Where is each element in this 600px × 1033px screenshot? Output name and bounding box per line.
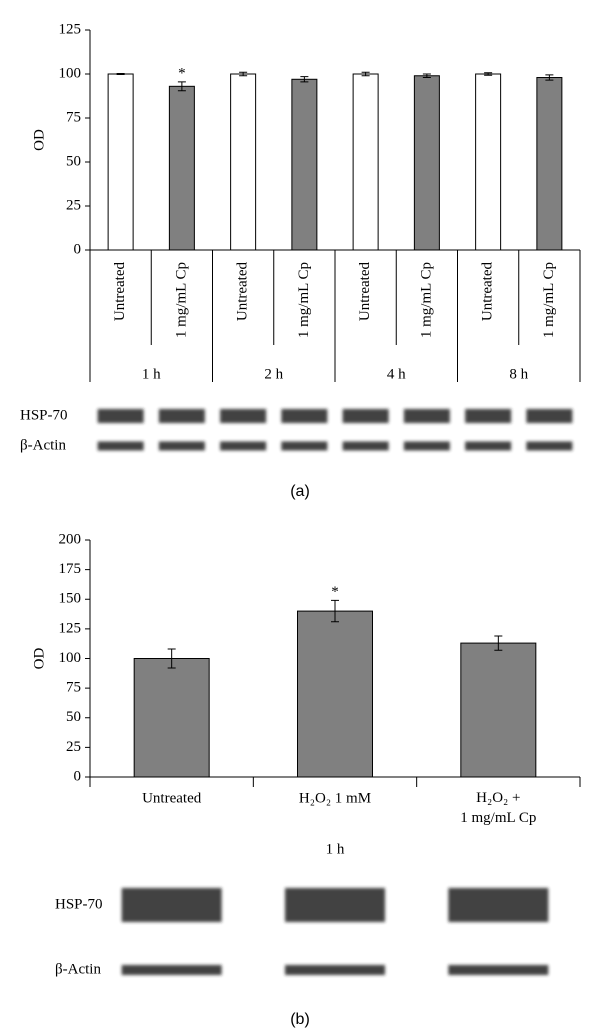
blot-label: β-Actin <box>20 437 66 453</box>
error-bar <box>484 72 493 76</box>
error-bar <box>331 599 339 623</box>
bar <box>413 75 440 251</box>
group-label: 2 h <box>264 366 283 382</box>
blot-band <box>97 409 144 423</box>
x-tick-label: Untreated <box>142 790 202 806</box>
y-tick-label: 75 <box>66 680 81 696</box>
blot-band <box>285 888 385 922</box>
x-tick-label: Untreated <box>357 262 373 322</box>
blot-band <box>158 409 205 423</box>
blot-band <box>281 409 328 423</box>
y-tick-label: 25 <box>66 197 81 213</box>
bar <box>168 85 195 251</box>
y-axis-label: OD <box>31 129 47 151</box>
error-bar <box>177 81 186 92</box>
blot-band <box>465 441 512 451</box>
y-tick-label: 100 <box>59 650 82 666</box>
blot-band <box>121 965 222 975</box>
y-tick-label: 125 <box>59 620 82 636</box>
blot-band <box>342 441 389 451</box>
y-tick-label: 50 <box>66 709 81 725</box>
error-bar <box>422 73 431 79</box>
y-tick-label: 0 <box>74 768 82 784</box>
blot-band <box>158 441 205 451</box>
blot-band <box>448 965 549 975</box>
bar <box>291 78 318 251</box>
blot-band <box>220 441 267 451</box>
group-label: 8 h <box>509 366 528 382</box>
x-tick-label: H₂O₂ 1 mM <box>299 790 371 806</box>
y-tick-label: 100 <box>59 65 82 81</box>
error-bar <box>545 74 554 81</box>
error-bar <box>361 71 370 77</box>
y-tick-label: 25 <box>66 739 81 755</box>
group-label: 4 h <box>387 366 406 382</box>
bar <box>475 73 502 251</box>
blot-band <box>403 409 450 423</box>
x-tick-label: Untreated <box>112 262 128 322</box>
y-tick-label: 125 <box>59 21 82 37</box>
y-tick-label: 175 <box>59 561 82 577</box>
blot-band <box>448 888 549 922</box>
bar <box>107 73 134 251</box>
bar <box>352 73 379 251</box>
x-tick-label: 1 mg/mL Cp <box>296 262 312 338</box>
error-bar <box>239 71 248 77</box>
error-bar <box>494 635 503 651</box>
y-tick-label: 150 <box>59 591 82 607</box>
blot-label: HSP-70 <box>55 896 103 912</box>
significance-marker: * <box>178 65 186 81</box>
x-tick-label: Untreated <box>480 262 496 322</box>
blot-band <box>281 441 328 451</box>
bar <box>230 73 257 251</box>
x-tick-label: H₂O₂ +1 mg/mL Cp <box>460 790 536 826</box>
caption: (a) <box>290 483 310 500</box>
blot-label: HSP-70 <box>20 407 68 423</box>
y-tick-label: 75 <box>66 109 81 125</box>
x-tick-label: Untreated <box>235 262 251 322</box>
bar <box>133 658 210 778</box>
blot-band <box>285 965 385 975</box>
blot-band <box>97 441 144 451</box>
bar <box>297 610 373 778</box>
blot-band <box>403 441 450 451</box>
bar <box>536 77 563 251</box>
blot-label: β-Actin <box>55 961 101 977</box>
bar <box>460 642 537 778</box>
error-bar <box>300 76 309 83</box>
blot-band <box>465 409 512 423</box>
y-tick-label: 50 <box>66 153 81 169</box>
blot-band <box>526 441 573 451</box>
significance-marker: * <box>331 584 339 600</box>
blot-band <box>121 888 222 922</box>
blot-band <box>220 409 267 423</box>
x-tick-label: 1 mg/mL Cp <box>418 262 434 338</box>
blot-band <box>526 409 573 423</box>
x-tick-label: 1 mg/mL Cp <box>541 262 557 338</box>
y-axis-label: OD <box>31 648 47 670</box>
group-label: 1 h <box>142 366 161 382</box>
x-tick-label: 1 mg/mL Cp <box>173 262 189 338</box>
group-label: 1 h <box>326 841 345 857</box>
error-bar <box>116 72 125 76</box>
error-bar <box>167 648 176 669</box>
y-tick-label: 200 <box>59 531 82 547</box>
y-tick-label: 0 <box>74 241 82 257</box>
caption: (b) <box>290 1011 310 1028</box>
blot-band <box>342 409 389 423</box>
